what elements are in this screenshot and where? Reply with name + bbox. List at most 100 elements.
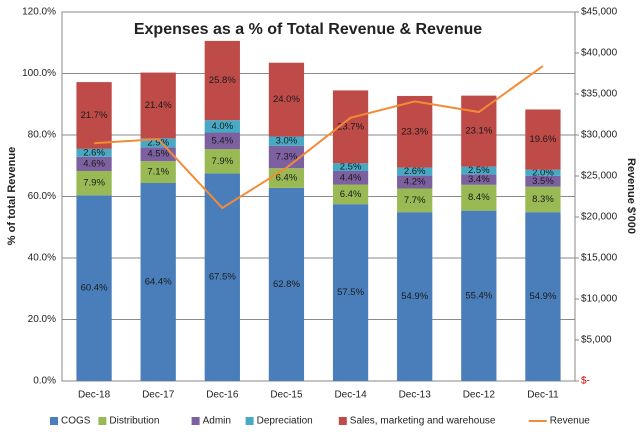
bar-segment [204,120,240,133]
data-label: 2.9% [147,137,169,148]
bar-segment [397,212,433,381]
data-label: 4.6% [83,158,105,169]
legend-label: Revenue [550,416,590,427]
data-label: 2.5% [340,162,362,173]
data-label: 2.6% [404,166,426,177]
legend-label: COGS [61,416,91,427]
y-tick-label: 0.0% [33,376,56,387]
legend-swatch [245,417,254,425]
data-label: 54.9% [401,291,428,302]
bar-segment [332,204,369,381]
data-label: 6.4% [276,173,298,184]
x-tick-label: Dec-13 [399,390,432,401]
bar-segment [461,95,497,167]
legend-swatch [50,417,58,425]
data-label: 60.4% [81,283,108,294]
data-label: 4.2% [404,177,426,188]
bar-segment [525,186,561,213]
y2-tick-label: $5,000 [581,335,612,346]
bar-segment [461,174,497,185]
bar-segment [461,184,497,211]
legend-swatch [98,417,107,425]
data-label: 23.3% [401,126,428,137]
data-label: 21.7% [81,110,108,121]
bar-segment [397,188,433,213]
legend-label: Sales, marketing and warehouse [350,416,496,427]
bar-segment [332,163,369,171]
data-label: 23.7% [337,121,364,132]
data-label: 7.1% [147,167,169,178]
data-label: 4.4% [340,172,362,183]
bar-segment [140,72,176,139]
bar-segment [397,95,433,168]
data-label: 19.6% [529,134,556,145]
bar-segment [204,40,240,121]
legend-label: Admin [203,416,231,427]
y2-tick-label: $20,000 [581,212,618,223]
data-label: 25.8% [209,75,236,86]
bar-segment [76,170,112,196]
bar-segment [76,148,112,157]
data-label: 8.4% [468,192,490,203]
bar-segment [332,170,369,185]
data-label: 8.3% [532,194,554,205]
bar-segment [525,212,561,381]
x-tick-label: Dec-15 [270,390,303,401]
chart-title: Expenses as a % of Total Revenue & Reven… [134,21,482,38]
bar-segment [76,195,112,381]
bar-segment [397,167,433,176]
y2-tick-label: $10,000 [581,294,618,305]
legend-label: Distribution [109,416,159,427]
bar-segment [461,210,497,381]
x-tick-label: Dec-18 [78,390,111,401]
bar-segment [268,62,305,137]
bar-segment [76,156,112,171]
x-tick-label: Dec-11 [527,390,559,401]
data-label: 2.5% [468,165,490,176]
data-label: 7.9% [211,156,233,167]
y-tick-label: 40.0% [28,253,56,264]
y2-tick-label: $30,000 [581,130,618,141]
data-label: 3.5% [532,176,554,187]
y2-tick-label: $25,000 [581,171,618,182]
data-label: 6.4% [340,189,362,200]
data-label: 2.6% [83,147,105,158]
data-label: 2.0% [532,167,554,178]
x-tick-label: Dec-14 [334,390,367,401]
y-tick-label: 20.0% [28,314,56,325]
y2-tick-label: $15,000 [581,253,618,264]
y2-tick-label: $45,000 [581,7,618,18]
y-tick-label: 120.0% [22,7,56,18]
bar-segment [140,138,176,148]
data-label: 3.4% [468,174,490,185]
bar-segment [525,175,561,187]
data-label: 54.9% [529,291,556,302]
x-tick-label: Dec-17 [142,390,175,401]
bar-segment [76,82,112,149]
y-tick-label: 80.0% [28,130,56,141]
bar-segment [140,147,176,162]
bar-segment [397,175,433,189]
data-label: 24.0% [273,94,300,105]
data-label: 5.4% [211,135,233,146]
data-label: 21.4% [145,100,172,111]
bar-segment [525,169,561,176]
y-tick-label: 60.0% [28,191,56,202]
y-axis-title: % of total Revenue [6,147,18,245]
x-tick-label: Dec-12 [463,390,496,401]
bar-segment [204,132,240,150]
y2-tick-label: $40,000 [581,48,618,59]
data-label: 3.0% [276,136,298,147]
bar-segment [268,136,305,146]
data-label: 4.5% [147,149,169,160]
data-label: 7.7% [404,195,426,206]
data-label: 64.4% [145,277,172,288]
data-label: 7.9% [83,178,105,189]
y-tick-label: 100.0% [22,68,56,79]
data-label: 62.8% [273,279,300,290]
bar-segment [461,166,497,175]
data-label: 67.5% [209,272,236,283]
data-label: 4.0% [211,121,233,132]
revenue-line [93,65,544,210]
